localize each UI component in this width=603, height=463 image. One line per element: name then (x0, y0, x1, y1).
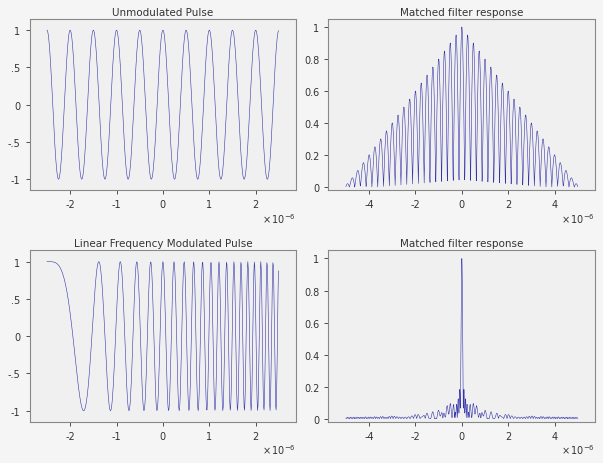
Text: $\times\,10^{-6}$: $\times\,10^{-6}$ (561, 443, 595, 457)
Title: Linear Frequency Modulated Pulse: Linear Frequency Modulated Pulse (74, 239, 252, 249)
Title: Unmodulated Pulse: Unmodulated Pulse (112, 8, 213, 18)
Title: Matched filter response: Matched filter response (400, 8, 523, 18)
Text: $\times\,10^{-6}$: $\times\,10^{-6}$ (262, 443, 296, 457)
Text: $\times\,10^{-6}$: $\times\,10^{-6}$ (561, 212, 595, 225)
Title: Matched filter response: Matched filter response (400, 239, 523, 249)
Text: $\times\,10^{-6}$: $\times\,10^{-6}$ (262, 212, 296, 225)
